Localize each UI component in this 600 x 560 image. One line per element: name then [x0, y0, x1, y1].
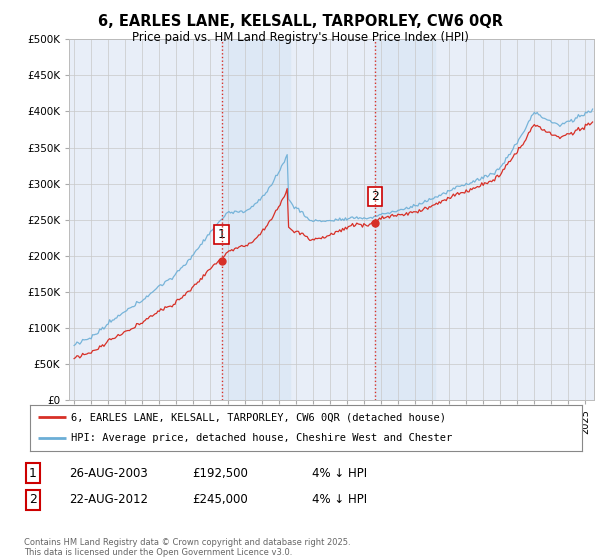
Text: 26-AUG-2003: 26-AUG-2003	[69, 466, 148, 480]
Text: 1: 1	[29, 466, 37, 480]
Text: 4% ↓ HPI: 4% ↓ HPI	[312, 493, 367, 506]
Text: Contains HM Land Registry data © Crown copyright and database right 2025.
This d: Contains HM Land Registry data © Crown c…	[24, 538, 350, 557]
Bar	[375, 39, 434, 400]
Text: 6, EARLES LANE, KELSALL, TARPORLEY, CW6 0QR (detached house): 6, EARLES LANE, KELSALL, TARPORLEY, CW6 …	[71, 412, 446, 422]
Text: £245,000: £245,000	[192, 493, 248, 506]
Text: Price paid vs. HM Land Registry's House Price Index (HPI): Price paid vs. HM Land Registry's House …	[131, 31, 469, 44]
Text: 4% ↓ HPI: 4% ↓ HPI	[312, 466, 367, 480]
Text: 1: 1	[218, 228, 226, 241]
Text: HPI: Average price, detached house, Cheshire West and Chester: HPI: Average price, detached house, Ches…	[71, 433, 452, 444]
Bar	[221, 39, 290, 400]
Text: £192,500: £192,500	[192, 466, 248, 480]
Text: 2: 2	[29, 493, 37, 506]
Text: 22-AUG-2012: 22-AUG-2012	[69, 493, 148, 506]
Text: 2: 2	[371, 190, 379, 203]
Text: 6, EARLES LANE, KELSALL, TARPORLEY, CW6 0QR: 6, EARLES LANE, KELSALL, TARPORLEY, CW6 …	[97, 14, 503, 29]
